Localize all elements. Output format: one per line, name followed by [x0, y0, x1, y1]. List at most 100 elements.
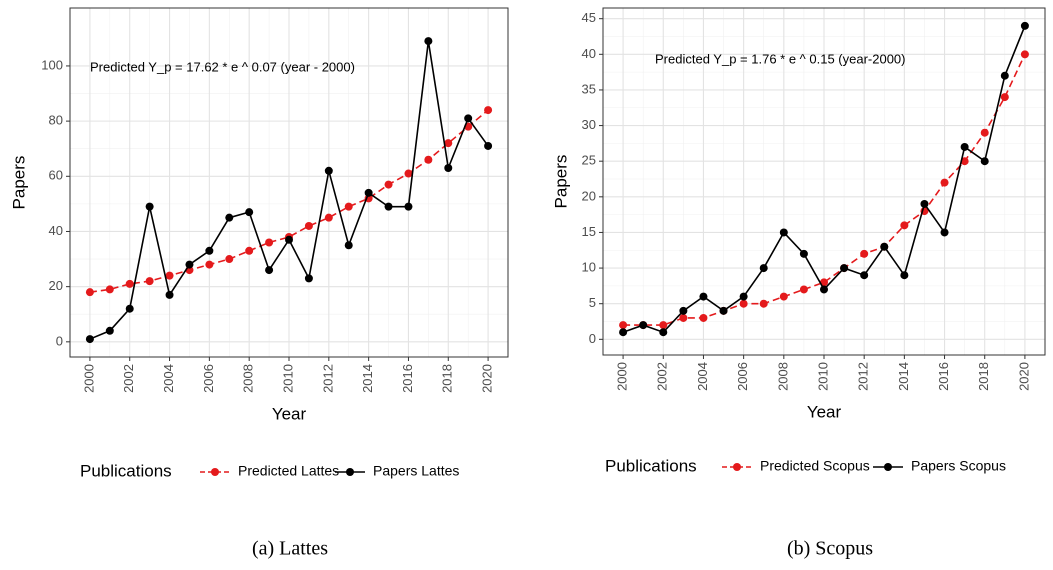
y-tick-label: 20	[582, 188, 596, 203]
data-point	[759, 299, 768, 308]
data-point	[1000, 93, 1009, 102]
y-tick-label: 40	[582, 46, 596, 61]
data-point	[344, 202, 353, 211]
x-tick-label: 2008	[775, 362, 790, 391]
data-point	[245, 208, 254, 217]
data-point	[699, 313, 708, 322]
caption: (b) Scopus	[787, 538, 873, 560]
legend-label: Papers Lattes	[373, 463, 459, 479]
data-point	[980, 128, 989, 137]
y-tick-label: 100	[41, 57, 63, 72]
x-tick-label: 2008	[241, 364, 256, 393]
y-tick-label: 25	[582, 153, 596, 168]
data-point	[779, 228, 788, 237]
y-tick-label: 0	[56, 333, 63, 348]
x-tick-label: 2000	[81, 364, 96, 393]
data-point	[404, 169, 413, 178]
data-point	[1000, 71, 1009, 80]
data-point	[880, 242, 889, 251]
data-point	[920, 199, 929, 208]
data-point	[659, 321, 668, 330]
y-axis-title: Papers	[551, 155, 570, 209]
data-point	[1020, 50, 1029, 59]
data-point	[245, 246, 254, 255]
data-point	[424, 155, 433, 164]
x-tick-label: 2000	[615, 362, 630, 391]
data-point	[105, 285, 114, 294]
x-tick-label: 2014	[360, 364, 375, 393]
data-point	[285, 235, 293, 244]
data-point	[639, 321, 648, 330]
data-point	[145, 277, 154, 286]
data-point	[980, 157, 989, 166]
y-tick-label: 40	[49, 223, 63, 238]
x-tick-label: 2018	[976, 362, 991, 391]
legend-label: Predicted Lattes	[238, 463, 339, 479]
x-tick-label: 2020	[480, 364, 495, 393]
legend-swatch	[884, 463, 892, 471]
x-tick-label: 2010	[815, 362, 830, 391]
x-tick-label: 2006	[201, 364, 216, 393]
data-point	[145, 202, 154, 211]
legend-label: Predicted Scopus	[760, 458, 870, 474]
data-point	[900, 221, 909, 230]
data-point	[384, 202, 393, 211]
data-point	[679, 313, 688, 322]
data-point	[960, 157, 969, 166]
legend-swatch	[211, 468, 219, 476]
data-point	[719, 306, 728, 315]
data-point	[960, 142, 969, 151]
data-point	[444, 139, 453, 148]
x-tick-label: 2012	[320, 364, 335, 393]
annotation: Predicted Y_p = 1.76 * e ^ 0.15 (year-20…	[655, 51, 906, 66]
x-tick-label: 2016	[936, 362, 951, 391]
data-point	[860, 249, 869, 258]
series-line	[89, 109, 489, 293]
data-point	[344, 241, 353, 250]
data-point	[324, 213, 333, 222]
x-tick-label: 2010	[280, 364, 295, 393]
x-axis-title: Year	[807, 402, 842, 421]
data-point	[799, 249, 808, 258]
data-point	[464, 114, 473, 123]
data-point	[85, 335, 94, 344]
data-point	[900, 271, 909, 280]
x-tick-label: 2020	[1016, 362, 1031, 391]
data-point	[619, 321, 628, 330]
x-axis-title: Year	[272, 404, 307, 423]
y-tick-label: 45	[582, 10, 596, 25]
data-point	[265, 266, 274, 275]
data-point	[739, 299, 748, 308]
x-tick-label: 2012	[856, 362, 871, 391]
data-point	[165, 271, 174, 280]
data-point	[940, 228, 949, 237]
x-tick-label: 2002	[655, 362, 670, 391]
plot-border	[69, 7, 509, 358]
data-point	[679, 306, 688, 315]
y-tick-label: 60	[49, 168, 63, 183]
data-point	[940, 178, 949, 187]
data-point	[205, 246, 214, 255]
y-tick-label: 5	[589, 295, 596, 310]
y-tick-label: 0	[589, 331, 596, 346]
y-tick-label: 30	[582, 117, 596, 132]
series-line	[623, 53, 1026, 326]
data-point	[860, 271, 869, 280]
data-point	[484, 141, 493, 150]
y-tick-label: 15	[582, 224, 596, 239]
data-point	[739, 292, 748, 301]
data-point	[1020, 21, 1029, 30]
data-point	[125, 279, 134, 288]
legend-swatch	[346, 468, 354, 476]
x-tick-label: 2014	[896, 362, 911, 391]
y-tick-label: 20	[49, 278, 63, 293]
data-point	[105, 326, 114, 335]
data-point	[205, 260, 214, 269]
data-point	[384, 180, 393, 189]
x-tick-label: 2016	[400, 364, 415, 393]
legend-swatch	[733, 463, 741, 471]
data-point	[165, 290, 174, 299]
data-point	[404, 202, 413, 211]
x-tick-label: 2002	[121, 364, 136, 393]
